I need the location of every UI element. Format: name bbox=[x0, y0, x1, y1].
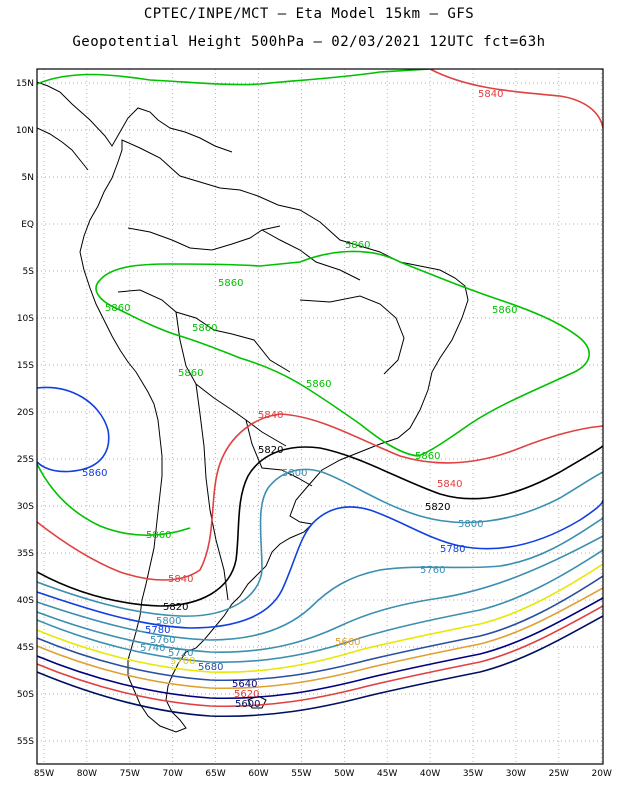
lon-tick-label: 60W bbox=[248, 769, 268, 779]
label-5800-southwest: 5800 bbox=[156, 616, 181, 627]
lon-tick-label: 85W bbox=[34, 769, 54, 779]
contour-5860-amazon-2 bbox=[95, 250, 590, 457]
label-5760-southwest: 5760 bbox=[150, 635, 175, 646]
lat-tick-label: 10S bbox=[17, 314, 34, 324]
longitude-axis: 85W 80W 75W 70W 65W 60W 55W 50W 45W 40W 35W 30W 25W 2… bbox=[34, 769, 612, 779]
lat-tick-label: 5S bbox=[23, 267, 35, 277]
coastline bbox=[37, 81, 469, 733]
contour-5700 bbox=[37, 563, 603, 674]
contour-5840-central bbox=[37, 413, 603, 581]
lon-tick-label: 35W bbox=[463, 769, 483, 779]
contour-5720 bbox=[37, 549, 603, 664]
contour-5820-central bbox=[37, 445, 603, 607]
lat-tick-label: 10N bbox=[16, 126, 34, 136]
contour-5840-north bbox=[429, 69, 603, 129]
contour-5660 bbox=[37, 587, 603, 690]
label-5680-south: 5680 bbox=[198, 662, 223, 673]
lon-tick-label: 50W bbox=[334, 769, 354, 779]
lon-tick-label: 80W bbox=[77, 769, 97, 779]
lat-tick-label: 25S bbox=[17, 455, 34, 465]
label-5820-southwest: 5820 bbox=[163, 602, 188, 613]
lat-tick-label: 20S bbox=[17, 408, 34, 418]
label-5760-east: 5760 bbox=[420, 565, 445, 576]
label-5840-southwest: 5840 bbox=[168, 574, 193, 585]
contour-5620 bbox=[37, 605, 603, 708]
label-5700-southwest: 5700 bbox=[170, 656, 195, 667]
lat-tick-label: EQ bbox=[21, 220, 34, 230]
label-5860-amazon-1: 5860 bbox=[345, 240, 370, 251]
label-5780-southwest: 5780 bbox=[145, 625, 170, 636]
label-5600-south: 5600 bbox=[235, 699, 260, 710]
label-5660-south: 5660 bbox=[335, 637, 360, 648]
lon-tick-label: 45W bbox=[377, 769, 397, 779]
map-frame bbox=[36, 68, 604, 765]
title-line-2: Geopotential Height 500hPa – 02/03/2021 … bbox=[72, 34, 546, 50]
lat-tick-label: 15N bbox=[16, 79, 34, 89]
lon-tick-label: 70W bbox=[163, 769, 183, 779]
label-5640-south: 5640 bbox=[232, 679, 257, 690]
label-5860-west-2: 5860 bbox=[192, 323, 217, 334]
label-5860-center: 5860 bbox=[178, 368, 203, 379]
label-5620-south: 5620 bbox=[234, 689, 259, 700]
contour-5860-amazon bbox=[37, 69, 431, 86]
label-5840-east: 5840 bbox=[437, 479, 462, 490]
label-5800-east: 5800 bbox=[458, 519, 483, 530]
lat-tick-label: 50S bbox=[17, 690, 34, 700]
contour-5600 bbox=[37, 615, 603, 718]
label-5840-top: 5840 bbox=[478, 89, 503, 100]
contour-5640 bbox=[37, 597, 603, 700]
lat-tick-label: 45S bbox=[17, 643, 34, 653]
label-5740-southwest: 5740 bbox=[140, 643, 165, 654]
lat-tick-label: 5N bbox=[22, 173, 34, 183]
title-line-1: CPTEC/INPE/MCT – Eta Model 15km – GFS bbox=[143, 6, 475, 22]
label-5720-southwest: 5720 bbox=[168, 648, 193, 659]
lon-tick-label: 55W bbox=[291, 769, 311, 779]
contour-5800-central bbox=[37, 468, 603, 617]
label-5820-east: 5820 bbox=[425, 502, 450, 513]
lon-tick-label: 40W bbox=[420, 769, 440, 779]
lon-tick-label: 30W bbox=[506, 769, 526, 779]
label-5860-amazon-2: 5860 bbox=[218, 278, 243, 289]
lat-tick-label: 30S bbox=[17, 502, 34, 512]
label-5860-west-1: 5860 bbox=[105, 303, 130, 314]
label-5840-center: 5840 bbox=[258, 410, 283, 421]
lat-tick-label: 40S bbox=[17, 596, 34, 606]
latitude-axis: 15N 10N 5N EQ 5S 10S 15S 20S 25S 30S 35S 40S 45S 50S 5… bbox=[16, 79, 34, 747]
label-5860-atlantic: 5860 bbox=[492, 305, 517, 316]
contour-5860-pacific bbox=[37, 463, 191, 537]
contour-5680 bbox=[37, 575, 603, 682]
lat-tick-label: 55S bbox=[17, 737, 34, 747]
lat-tick-label: 35S bbox=[17, 549, 34, 559]
contour-5780-central bbox=[37, 499, 603, 629]
label-5860-southeast: 5860 bbox=[415, 451, 440, 462]
contour-5760-central bbox=[37, 517, 603, 641]
label-5780-east: 5780 bbox=[440, 544, 465, 555]
label-5860-pacific: 5860 bbox=[82, 468, 107, 479]
label-5860-south-america: 5860 bbox=[306, 379, 331, 390]
label-5860-south: 5860 bbox=[146, 530, 171, 541]
label-5800-center: 5800 bbox=[282, 468, 307, 479]
lon-tick-label: 20W bbox=[592, 769, 612, 779]
contour-5860-south-blue bbox=[37, 386, 110, 473]
lon-tick-label: 25W bbox=[549, 769, 569, 779]
label-5820-center: 5820 bbox=[258, 445, 283, 456]
lat-tick-label: 15S bbox=[17, 361, 34, 371]
lon-tick-label: 65W bbox=[205, 769, 225, 779]
lon-tick-label: 75W bbox=[120, 769, 140, 779]
contour-5740 bbox=[37, 535, 603, 653]
